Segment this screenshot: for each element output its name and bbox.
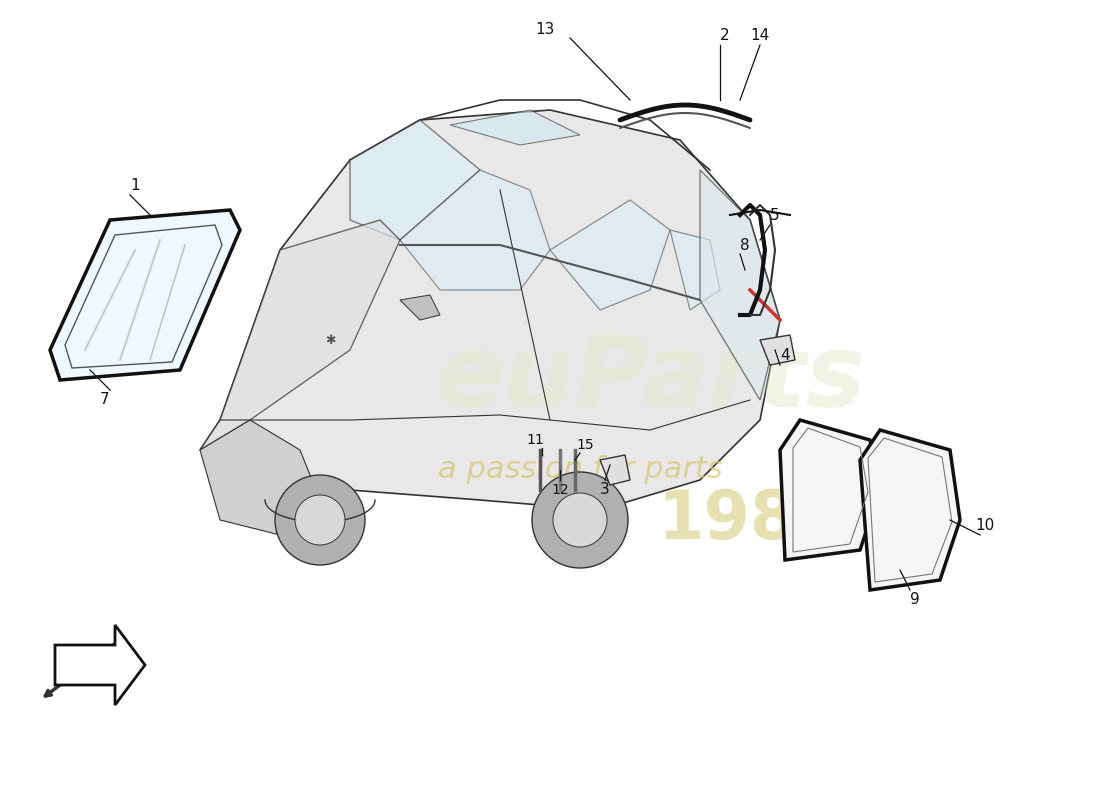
Polygon shape [600, 455, 630, 485]
Text: 8: 8 [740, 238, 750, 253]
Polygon shape [400, 170, 550, 290]
Text: 1985: 1985 [657, 487, 843, 553]
Circle shape [553, 493, 607, 547]
Text: 15: 15 [576, 438, 594, 452]
Polygon shape [450, 110, 580, 145]
Polygon shape [700, 170, 780, 400]
Polygon shape [400, 295, 440, 320]
Polygon shape [670, 230, 720, 310]
Circle shape [275, 475, 365, 565]
Text: 5: 5 [770, 207, 780, 222]
Text: 2: 2 [720, 27, 729, 42]
Text: 3: 3 [601, 482, 609, 498]
Text: 7: 7 [100, 393, 110, 407]
Text: 4: 4 [780, 347, 790, 362]
Text: 14: 14 [750, 27, 770, 42]
Polygon shape [55, 625, 145, 705]
Text: 13: 13 [536, 22, 554, 38]
Polygon shape [200, 420, 320, 540]
Text: 10: 10 [976, 518, 994, 533]
Polygon shape [550, 200, 670, 310]
Circle shape [295, 495, 345, 545]
Text: euParts: euParts [434, 331, 865, 429]
Text: a passion for parts: a passion for parts [438, 455, 723, 485]
Polygon shape [760, 335, 795, 365]
Circle shape [532, 472, 628, 568]
Polygon shape [200, 110, 780, 510]
Polygon shape [50, 210, 240, 380]
Polygon shape [350, 120, 480, 240]
Text: 9: 9 [910, 593, 920, 607]
Polygon shape [200, 220, 400, 450]
Polygon shape [780, 420, 880, 560]
Text: 11: 11 [526, 433, 543, 447]
Text: ✱: ✱ [324, 334, 336, 346]
Text: 12: 12 [551, 483, 569, 497]
Text: 1: 1 [130, 178, 140, 193]
Polygon shape [860, 430, 960, 590]
